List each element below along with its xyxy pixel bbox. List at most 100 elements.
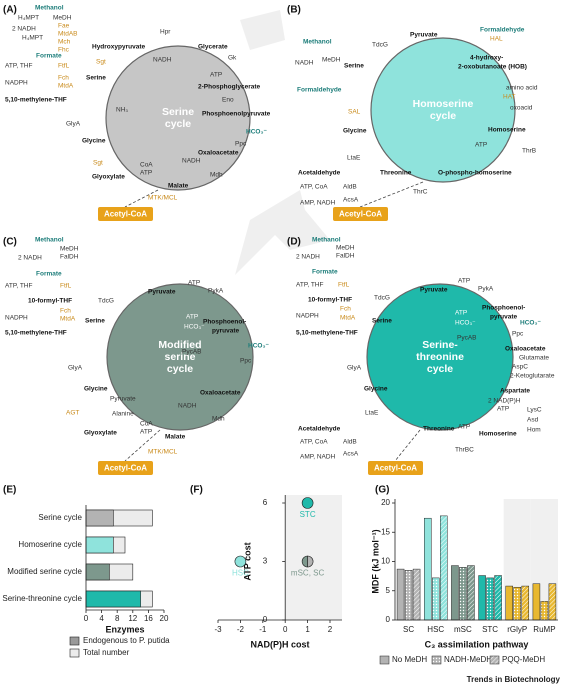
label: FtfL: [60, 283, 72, 290]
label: Hom: [527, 427, 541, 434]
label: Endogenous to P. putida: [83, 636, 170, 645]
label: 20: [160, 614, 169, 623]
label: Glycine: [82, 138, 106, 145]
label: Ppc: [240, 358, 252, 365]
label: (G): [375, 485, 389, 496]
label: Serine: [162, 106, 194, 118]
label: ATP: [458, 278, 470, 285]
label: PykA: [208, 288, 224, 295]
product-box: [98, 461, 153, 475]
label: HCO₃⁻: [455, 320, 476, 327]
label: -3: [214, 625, 222, 634]
label: MtdA: [58, 83, 74, 90]
label: Formaldehyde: [480, 27, 525, 34]
label: 0: [263, 615, 268, 624]
label: amino acid: [506, 85, 538, 92]
label: GlyA: [66, 121, 81, 128]
label: AcsA: [343, 197, 359, 204]
label: 2-Ketoglutarate: [510, 373, 555, 380]
label: MeDH: [322, 57, 341, 64]
label: ATP, CoA: [300, 439, 328, 446]
label: AspC: [512, 364, 528, 371]
label: ATP, CoA: [300, 184, 328, 191]
label: NADH: [178, 403, 197, 410]
label: Glutamate: [519, 355, 549, 362]
bar: [85, 509, 114, 527]
label: ThrB: [522, 148, 536, 155]
label: ATP: [210, 72, 222, 79]
label: 12: [128, 614, 137, 623]
label: 10-formyl-THF: [308, 297, 352, 304]
label: Pyruvate: [148, 289, 176, 296]
label: Phosphoenolpyruvate: [202, 111, 271, 118]
label: CoA: [140, 162, 153, 169]
label: NADH-MeDH: [444, 655, 492, 664]
label: Hydroxypyruvate: [92, 44, 145, 51]
label: (F): [190, 485, 203, 496]
label: Glyoxylate: [92, 174, 125, 181]
label: cycle: [427, 363, 453, 375]
label: O-phospho-homoserine: [438, 170, 512, 177]
cycle-circle: [105, 45, 251, 191]
label: FalDH: [336, 253, 355, 260]
label: ThrBC: [455, 447, 474, 454]
label: LtaE: [347, 155, 361, 162]
label: Threonine: [380, 170, 412, 177]
label: 10-formyl-THF: [28, 298, 72, 305]
label: rGlyP: [507, 625, 527, 634]
label: 20: [381, 498, 390, 507]
label: 4: [99, 614, 104, 623]
label: AMP, NADH: [300, 454, 336, 461]
label: Fhc: [58, 47, 70, 54]
label: -1: [259, 625, 267, 634]
label: Sgt: [96, 59, 106, 66]
label: AMP, NADH: [300, 200, 336, 207]
label: 5: [386, 586, 391, 595]
label: Fae: [58, 23, 70, 30]
label: MtdAB: [58, 31, 78, 38]
label: 0: [386, 615, 391, 624]
product-box: [98, 207, 153, 221]
label: STC: [482, 625, 498, 634]
label: 4-hydroxy-: [470, 55, 503, 62]
label: Pyruvate: [410, 32, 438, 39]
label: 0: [283, 625, 288, 634]
label: Homoserine: [488, 127, 526, 134]
label: Acetaldehyde: [298, 426, 341, 433]
label: RuMP: [533, 625, 555, 634]
label: Glycine: [84, 386, 108, 393]
bar: [459, 567, 467, 621]
label: Mch: [58, 39, 71, 46]
label: ATP: [186, 314, 198, 321]
label: 3: [263, 557, 268, 566]
label: MTK/MCL: [148, 195, 178, 202]
label: 8: [115, 614, 120, 623]
label: HAT: [503, 94, 516, 101]
label: ATP cost: [242, 542, 252, 580]
label: 2-oxobutanoate (HOB): [458, 64, 527, 71]
label: HSC: [427, 625, 444, 634]
label: Enzymes: [105, 624, 144, 634]
footer: Trends in Biotechnology: [467, 675, 561, 684]
label: Phosphoenol-: [203, 319, 246, 326]
label: pyruvate: [490, 314, 517, 321]
legend-swatch: [69, 636, 80, 646]
bar: [85, 590, 141, 608]
bar: [521, 585, 529, 621]
label: ATP: [458, 424, 470, 431]
label: NH₃: [116, 107, 128, 114]
label: STC: [300, 510, 316, 519]
label: Phosphoenol-: [482, 305, 525, 312]
label: Acetyl-CoA: [374, 464, 417, 473]
label: Pyruvate: [110, 396, 136, 403]
bar: [85, 536, 114, 554]
bg-arrow: [240, 10, 285, 50]
label: serine: [165, 351, 196, 363]
label: 5,10-methylene-THF: [5, 330, 67, 337]
label: cycle: [167, 363, 193, 375]
label: HCO₃⁻: [248, 343, 269, 350]
point: [234, 555, 247, 568]
label: Fch: [60, 308, 71, 315]
label: Sgt: [93, 160, 103, 167]
label: (B): [287, 5, 301, 16]
